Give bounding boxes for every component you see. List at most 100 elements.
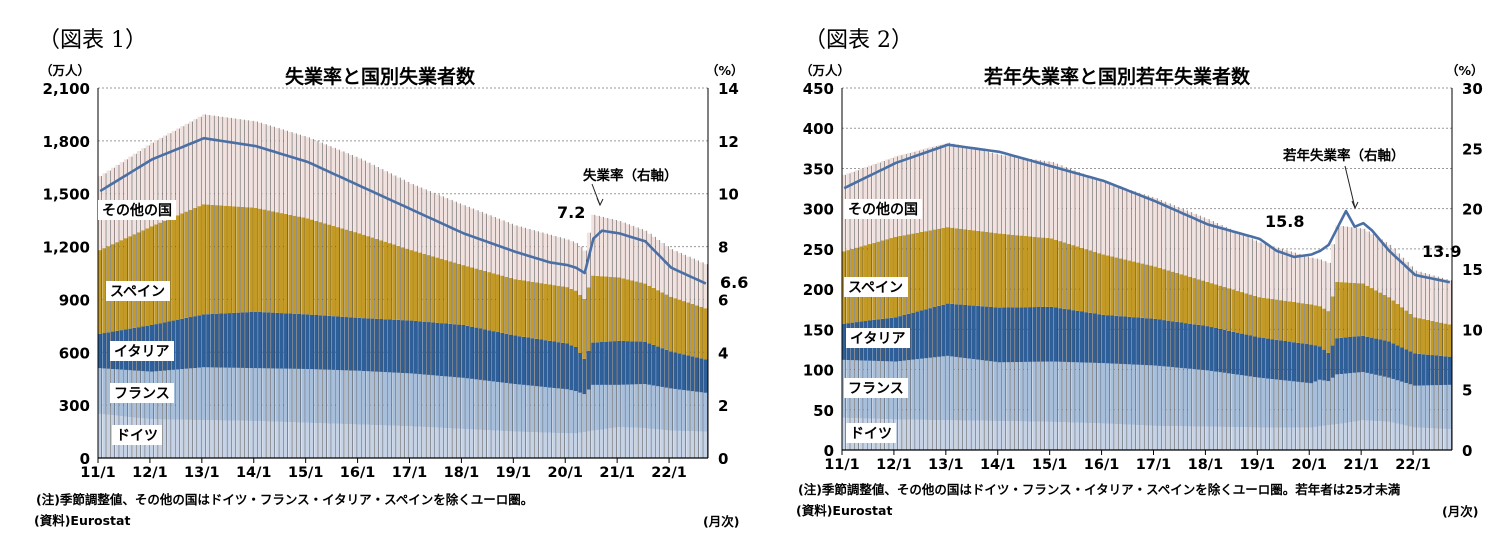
bar-segment-other: [1352, 227, 1357, 283]
bar-segment-italy: [552, 341, 556, 388]
bar-segment-italy: [699, 358, 704, 393]
bar-segment-italy: [1443, 356, 1448, 385]
bar-segment-germany: [1049, 421, 1054, 450]
bar-segment-italy: [1439, 355, 1443, 386]
bar-segment-germany: [483, 430, 487, 458]
bar-segment-italy: [275, 312, 280, 369]
rate-line: [843, 143, 1451, 284]
bar-segment-italy: [1179, 322, 1184, 368]
bar-segment-spain: [1092, 251, 1097, 314]
bar-segment-italy: [1036, 307, 1041, 362]
bar-segment-germany: [1426, 428, 1430, 450]
bar-segment-spain: [1352, 282, 1357, 337]
bar-segment-spain: [1188, 276, 1192, 324]
bar-segment-spain: [344, 229, 349, 318]
bar-segment-france: [1084, 362, 1088, 423]
bar-segment-spain: [526, 281, 531, 338]
y-right-tick-label: 8: [718, 239, 728, 257]
bar-segment-germany: [1205, 426, 1210, 450]
bar-segment-other: [1036, 160, 1041, 238]
bar-segment-italy: [1274, 339, 1279, 380]
bar-segment-other: [1235, 232, 1240, 291]
bar-segment-spain: [197, 206, 202, 316]
bar-segment-other: [1045, 161, 1050, 239]
bar-segment-germany: [513, 431, 518, 458]
bar-segment-germany: [1300, 427, 1305, 450]
bar-segment-italy: [253, 311, 258, 369]
bar-segment-italy: [344, 317, 349, 371]
bar-segment-spain: [651, 287, 656, 345]
youth-unemployment-chart: 0 50 100 150 200 250 300 350 400 450 0 5 10 15 20 25 30 （…: [800, 63, 1484, 473]
bar-segment-france: [842, 359, 846, 418]
bar-segment-france: [1127, 364, 1132, 425]
x-tick-label: 21/1: [1343, 457, 1379, 473]
bar-segment-germany: [102, 414, 107, 458]
bar-segment-france: [335, 370, 340, 424]
bar-segment-italy: [989, 306, 993, 362]
bar-segment-italy: [409, 320, 414, 374]
bar-segment-italy: [976, 305, 980, 360]
bar-segment-germany: [656, 429, 660, 458]
bar-segment-other: [400, 179, 405, 248]
bar-segment-spain: [409, 250, 414, 321]
bar-segment-italy: [474, 327, 479, 380]
bar-segment-spain: [690, 303, 695, 357]
bar-segment-other: [1395, 253, 1400, 304]
bar-segment-spain: [932, 229, 937, 308]
bar-segment-italy: [530, 338, 535, 386]
y-right-tick-label: 5: [1462, 382, 1472, 400]
bar-segment-other: [664, 246, 669, 295]
bar-segment-france: [932, 357, 937, 421]
bar-segment-other: [1404, 262, 1409, 311]
bar-segment-france: [517, 384, 522, 432]
bar-segment-spain: [565, 287, 569, 344]
bar-segment-italy: [625, 341, 630, 385]
bar-segment-italy: [1434, 355, 1439, 386]
bar-segment-spain: [331, 225, 336, 317]
bar-segment-other: [1339, 226, 1344, 283]
bar-segment-italy: [335, 316, 340, 371]
y-tick-label: 2,100: [43, 80, 90, 98]
bar-segment-italy: [1304, 344, 1309, 383]
bar-segment-spain: [993, 233, 998, 308]
bar-segment-italy: [180, 318, 184, 370]
bar-segment-spain: [945, 227, 950, 304]
bar-segment-other: [1356, 228, 1361, 284]
bar-segment-france: [496, 381, 500, 431]
bar-segment-germany: [1136, 425, 1140, 450]
bar-segment-germany: [1062, 422, 1067, 450]
bar-segment-spain: [1443, 323, 1448, 357]
bar-segment-italy: [638, 341, 643, 385]
bar-segment-other: [1300, 255, 1305, 304]
bar-segment-other: [682, 254, 686, 302]
bar-segment-france: [348, 370, 353, 425]
bar-segment-germany: [1361, 420, 1365, 450]
bar-segment-other: [1015, 157, 1019, 236]
bar-segment-other: [478, 211, 483, 270]
bar-segment-spain: [154, 224, 158, 325]
bar-segment-italy: [1356, 336, 1361, 373]
y-right-tick-label: 15: [1462, 261, 1483, 279]
bar-segment-germany: [565, 433, 569, 458]
bar-segment-germany: [1192, 426, 1197, 450]
bar-segment-germany: [223, 420, 228, 458]
series-label: イタリア: [114, 344, 169, 360]
bar-segment-other: [1382, 242, 1387, 295]
bar-segment-italy: [426, 322, 431, 375]
bar-segment-spain: [521, 280, 526, 337]
bar-segment-other: [699, 262, 704, 307]
bar-segment-france: [275, 368, 280, 422]
bar-segment-italy: [1235, 332, 1240, 375]
bar-segment-france: [444, 376, 448, 429]
bar-segment-germany: [1201, 426, 1205, 450]
bar-segment-spain: [1144, 264, 1149, 319]
bar-segment-france: [422, 374, 427, 427]
bar-segment-spain: [426, 255, 431, 323]
bar-segment-other: [604, 217, 608, 277]
bar-segment-other: [643, 230, 647, 284]
bar-segment-germany: [405, 426, 409, 458]
bar-segment-spain: [911, 233, 915, 313]
bar-segment-germany: [262, 421, 267, 458]
bar-segment-italy: [1084, 312, 1088, 363]
bar-segment-spain: [1045, 238, 1050, 307]
